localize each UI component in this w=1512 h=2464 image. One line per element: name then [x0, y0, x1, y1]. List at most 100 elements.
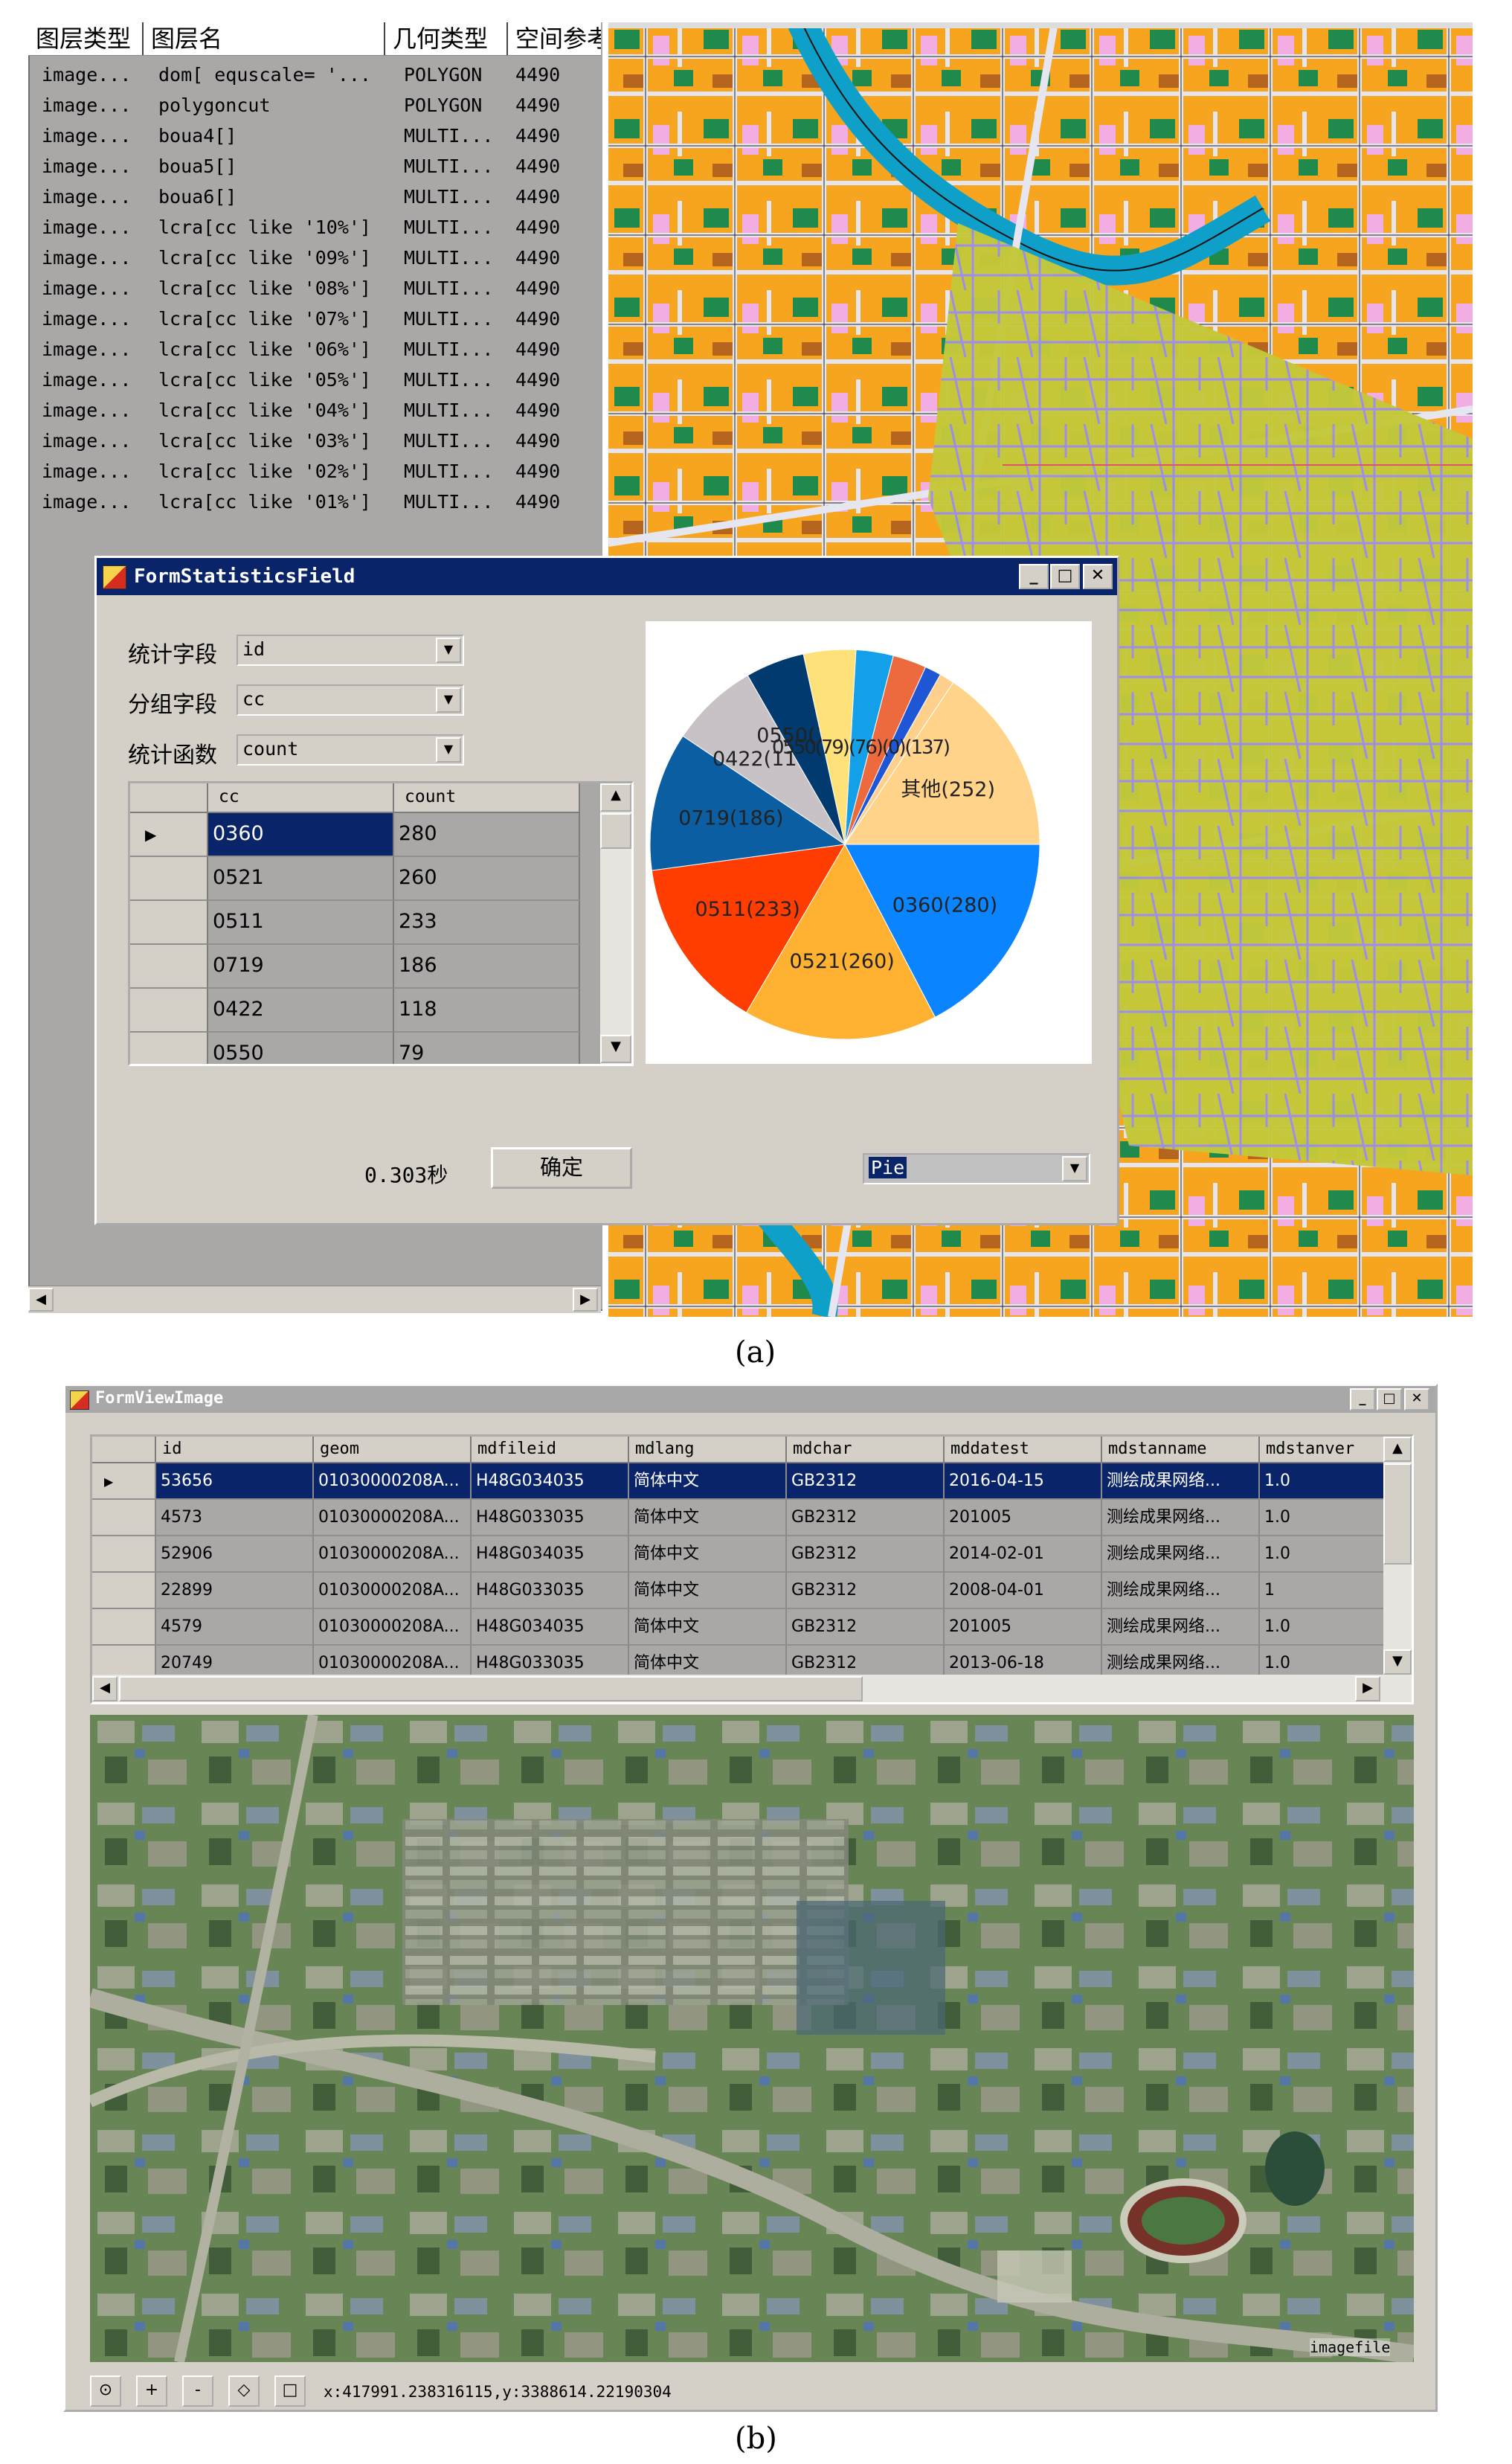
layer-row[interactable]: image... lcra[cc like '09%'] MULTI... 4490: [28, 243, 601, 273]
count-cell[interactable]: 79: [394, 1033, 580, 1064]
layer-row[interactable]: image... lcra[cc like '10%'] MULTI... 4490: [28, 212, 601, 243]
table-cell-mdlang[interactable]: 简体中文: [629, 1573, 787, 1609]
table-cell-mdchar[interactable]: GB2312: [787, 1609, 945, 1646]
layer-row[interactable]: image... lcra[cc like '08%'] MULTI... 4490: [28, 273, 601, 304]
col-spatial-ref[interactable]: 空间参考: [515, 25, 601, 53]
count-cell[interactable]: 260: [394, 857, 580, 901]
table-cell-mdstanver[interactable]: 1.0: [1260, 1500, 1386, 1536]
table-cell-mddatest[interactable]: 201005: [945, 1609, 1102, 1646]
dropdown-arrow-icon[interactable]: ▼: [436, 638, 461, 663]
table-cell-mdstanver[interactable]: 1.0: [1260, 1536, 1386, 1573]
row-header[interactable]: [130, 945, 208, 989]
close-icon[interactable]: ✕: [1404, 1388, 1429, 1411]
table-cell-mdstanname[interactable]: 测绘成果网络...: [1102, 1609, 1260, 1646]
cc-cell[interactable]: 0521: [208, 857, 394, 901]
layer-row[interactable]: image... lcra[cc like '04%'] MULTI... 4490: [28, 395, 601, 426]
scroll-down-icon[interactable]: ▼: [600, 1035, 631, 1063]
table-cell-mdstanname[interactable]: 测绘成果网络...: [1102, 1536, 1260, 1573]
count-cell[interactable]: 118: [394, 989, 580, 1033]
window-titlebar[interactable]: FormViewImage _ □ ✕: [65, 1386, 1435, 1413]
table-hscroll[interactable]: ◀ ▶: [92, 1675, 1412, 1702]
layer-row[interactable]: image... lcra[cc like '07%'] MULTI... 4490: [28, 304, 601, 334]
minimize-icon[interactable]: _: [1019, 564, 1049, 589]
table-cell-mddatest[interactable]: 2008-04-01: [945, 1573, 1102, 1609]
layer-row[interactable]: image... lcra[cc like '05%'] MULTI... 4490: [28, 365, 601, 395]
row-header[interactable]: [92, 1609, 156, 1646]
row-header[interactable]: [130, 901, 208, 945]
scroll-right-icon[interactable]: ▶: [573, 1288, 598, 1312]
grid-vscroll[interactable]: ▲ ▼: [600, 783, 631, 1064]
grid-header-count[interactable]: count: [394, 783, 580, 813]
col-layer-type[interactable]: 图层类型: [28, 22, 144, 55]
scroll-right-icon[interactable]: ▶: [1355, 1676, 1380, 1701]
col-geom-type[interactable]: 几何类型: [385, 22, 508, 55]
aerial-image-view[interactable]: imagefile: [90, 1715, 1414, 2362]
full-extent-icon[interactable]: ◇: [228, 2375, 260, 2407]
zoom-out-icon[interactable]: -: [182, 2375, 213, 2407]
table-cell-mddatest[interactable]: 201005: [945, 1500, 1102, 1536]
table-cell-mddatest[interactable]: 2016-04-15: [945, 1463, 1102, 1500]
row-header[interactable]: ▶: [130, 813, 208, 857]
table-cell-mdstanver[interactable]: 1.0: [1260, 1463, 1386, 1500]
scroll-thumb[interactable]: [119, 1676, 863, 1701]
table-cell-mdchar[interactable]: GB2312: [787, 1536, 945, 1573]
table-cell-mdlang[interactable]: 简体中文: [629, 1500, 787, 1536]
table-cell-mdlang[interactable]: 简体中文: [629, 1463, 787, 1500]
cc-cell[interactable]: 0511: [208, 901, 394, 945]
cc-cell[interactable]: 0422: [208, 989, 394, 1033]
column-header[interactable]: id: [156, 1437, 314, 1463]
minimize-icon[interactable]: _: [1350, 1388, 1375, 1411]
scroll-thumb[interactable]: [1383, 1463, 1412, 1565]
scroll-left-icon[interactable]: ◀: [28, 1288, 54, 1312]
table-cell-id[interactable]: 4579: [156, 1609, 314, 1646]
row-header[interactable]: [92, 1500, 156, 1536]
table-cell-geom[interactable]: 01030000208A...: [314, 1609, 472, 1646]
table-cell-mdstanname[interactable]: 测绘成果网络...: [1102, 1573, 1260, 1609]
count-cell[interactable]: 233: [394, 901, 580, 945]
row-header[interactable]: [92, 1536, 156, 1573]
layer-row[interactable]: image... boua6[] MULTI... 4490: [28, 182, 601, 212]
cc-cell[interactable]: 0550: [208, 1033, 394, 1064]
pan-icon[interactable]: ⊙: [90, 2375, 121, 2407]
stat-func-select[interactable]: count ▼: [237, 734, 464, 766]
dropdown-arrow-icon[interactable]: ▼: [1062, 1156, 1087, 1181]
column-header[interactable]: mdstanver: [1260, 1437, 1386, 1463]
column-header[interactable]: mddatest: [945, 1437, 1102, 1463]
layer-row[interactable]: image... lcra[cc like '01%'] MULTI... 4490: [28, 487, 601, 517]
table-cell-id[interactable]: 4573: [156, 1500, 314, 1536]
table-cell-mdlang[interactable]: 简体中文: [629, 1536, 787, 1573]
chart-type-select[interactable]: Pie ▼: [863, 1153, 1090, 1184]
column-header[interactable]: mdlang: [629, 1437, 787, 1463]
maximize-icon[interactable]: □: [1377, 1388, 1402, 1411]
ok-button[interactable]: 确定: [491, 1147, 632, 1189]
dropdown-arrow-icon[interactable]: ▼: [436, 687, 461, 713]
table-cell-mdchar[interactable]: GB2312: [787, 1463, 945, 1500]
table-cell-mdfileid[interactable]: H48G034035: [472, 1463, 629, 1500]
table-cell-id[interactable]: 52906: [156, 1536, 314, 1573]
column-header[interactable]: mdstanname: [1102, 1437, 1260, 1463]
table-cell-mdstanver[interactable]: 1.0: [1260, 1609, 1386, 1646]
table-cell-mdchar[interactable]: GB2312: [787, 1500, 945, 1536]
group-field-select[interactable]: cc ▼: [237, 684, 464, 716]
table-cell-mdlang[interactable]: 简体中文: [629, 1646, 787, 1682]
table-cell-mddatest[interactable]: 2014-02-01: [945, 1536, 1102, 1573]
scroll-thumb[interactable]: [600, 813, 631, 849]
maximize-icon[interactable]: □: [1050, 564, 1080, 589]
column-header[interactable]: geom: [314, 1437, 472, 1463]
row-header[interactable]: [130, 857, 208, 901]
table-cell-geom[interactable]: 01030000208A...: [314, 1573, 472, 1609]
group-count-grid[interactable]: cc count ▶ 0360 280 0521 260 0511 233 0719 186 04…: [128, 781, 634, 1066]
scroll-down-icon[interactable]: ▼: [1383, 1649, 1412, 1675]
metadata-table[interactable]: id geom mdfileid mdlang mdchar mddatest mdstan…: [90, 1434, 1414, 1704]
grid-header-cc[interactable]: cc: [208, 783, 394, 813]
row-header[interactable]: [130, 1033, 208, 1064]
select-icon[interactable]: □: [274, 2375, 306, 2407]
scroll-up-icon[interactable]: ▲: [1383, 1437, 1412, 1462]
count-cell[interactable]: 186: [394, 945, 580, 989]
stat-field-select[interactable]: id ▼: [237, 635, 464, 666]
table-cell-mdfileid[interactable]: H48G033035: [472, 1573, 629, 1609]
layer-row[interactable]: image... boua5[] MULTI... 4490: [28, 151, 601, 182]
dialog-titlebar[interactable]: FormStatisticsField _ □ ✕: [97, 558, 1117, 595]
table-cell-mdchar[interactable]: GB2312: [787, 1573, 945, 1609]
table-cell-mdstanver[interactable]: 1: [1260, 1573, 1386, 1609]
